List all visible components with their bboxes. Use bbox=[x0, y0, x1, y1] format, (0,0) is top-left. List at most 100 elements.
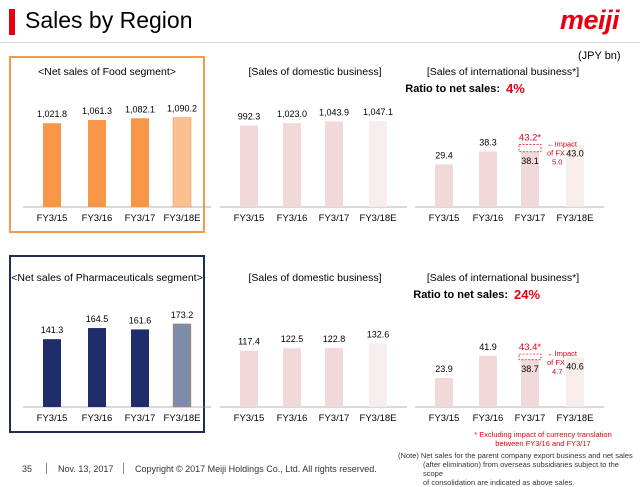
food-domestic-bar-0 bbox=[240, 125, 258, 207]
footer: 35 Nov. 13, 2017 Copyright © 2017 Meiji … bbox=[0, 458, 640, 480]
pharma-total-bar-0 bbox=[43, 339, 61, 407]
food-domestic-value-label-1: 1,023.0 bbox=[277, 109, 307, 119]
pharma-domestic-title: [Sales of domestic business] bbox=[248, 272, 381, 284]
food-domestic-tick-label-0: FY3/15 bbox=[234, 213, 265, 224]
food-international-ratio-label: Ratio to net sales: bbox=[405, 83, 500, 95]
pharma-international-ratio-value: 24% bbox=[514, 287, 540, 302]
footer-copyright: Copyright © 2017 Meiji Holdings Co., Ltd… bbox=[135, 464, 377, 474]
title-accent-bar bbox=[9, 9, 15, 35]
food-domestic-bar-3 bbox=[369, 121, 387, 207]
pharma-international-fx-total-label: 43.4* bbox=[519, 342, 541, 353]
food-international-title: [Sales of international business*] bbox=[427, 66, 579, 78]
food-total-tick-label-3: FY3/18E bbox=[164, 213, 201, 224]
pharma-domestic-bar-1 bbox=[283, 348, 301, 407]
food-international-tick-label-1: FY3/16 bbox=[473, 213, 504, 224]
pharma-total-value-label-1: 164.5 bbox=[86, 314, 109, 324]
pharma-total-bar-3 bbox=[172, 323, 192, 408]
pharma-domestic-bar-3 bbox=[369, 343, 387, 407]
page-number: 35 bbox=[22, 464, 33, 474]
food-international-value-label-1: 38.3 bbox=[479, 137, 497, 147]
pharma-international-ratio-label: Ratio to net sales: bbox=[413, 289, 508, 301]
food-domestic-title: [Sales of domestic business] bbox=[248, 66, 381, 78]
food-domestic-value-label-3: 1,047.1 bbox=[363, 107, 393, 117]
fx-footnote-line-1: * Excluding impact of currency translati… bbox=[474, 430, 612, 439]
food-international-fx-impact-box bbox=[518, 144, 542, 153]
food-international-ratio-value: 4% bbox=[506, 81, 525, 96]
pharma-international-value-label-2: 38.7 bbox=[521, 364, 539, 374]
pharma-total-title: <Net sales of Pharmaceuticals segment> bbox=[11, 272, 202, 284]
footer-separator bbox=[46, 463, 47, 474]
food-international-bar-2 bbox=[521, 151, 539, 207]
food-total-bar-3 bbox=[172, 117, 192, 208]
food-international-value-label-0: 29.4 bbox=[435, 150, 453, 160]
food-domestic-tick-label-1: FY3/16 bbox=[277, 213, 308, 224]
unit-label: (JPY bn) bbox=[578, 50, 621, 62]
pharma-total-bar-2 bbox=[131, 329, 149, 407]
pharma-total-value-label-0: 141.3 bbox=[41, 325, 64, 335]
pharma-international-title: [Sales of international business*] bbox=[427, 272, 579, 284]
pharma-domestic-tick-label-1: FY3/16 bbox=[277, 413, 308, 424]
food-domestic-value-label-2: 1,043.9 bbox=[319, 107, 349, 117]
footer-separator bbox=[123, 463, 124, 474]
pharma-international-fx-impact-box bbox=[518, 353, 542, 361]
pharma-total-value-label-2: 161.6 bbox=[129, 315, 152, 325]
food-international-tick-label-0: FY3/15 bbox=[429, 213, 460, 224]
pharma-domestic-tick-label-2: FY3/17 bbox=[319, 413, 350, 424]
food-domestic-bar-1 bbox=[283, 123, 301, 207]
pharma-international-fx-note-1: of FX bbox=[547, 358, 565, 367]
food-international-fx-note-1: of FX bbox=[547, 148, 565, 157]
food-total-tick-label-0: FY3/15 bbox=[37, 213, 68, 224]
pharma-domestic-value-label-3: 132.6 bbox=[367, 329, 390, 339]
food-international-tick-label-2: FY3/17 bbox=[515, 213, 546, 224]
pharma-international-tick-label-2: FY3/17 bbox=[515, 413, 546, 424]
pharma-domestic-tick-label-0: FY3/15 bbox=[234, 413, 265, 424]
food-international-tick-label-3: FY3/18E bbox=[557, 213, 594, 224]
pharma-total-tick-label-1: FY3/16 bbox=[82, 413, 113, 424]
food-international-bar-1 bbox=[479, 151, 497, 207]
food-international-bar-0 bbox=[435, 164, 453, 207]
pharma-domestic-value-label-1: 122.5 bbox=[281, 334, 304, 344]
food-total-bar-0 bbox=[43, 123, 61, 207]
food-domestic-value-label-0: 992.3 bbox=[238, 112, 261, 122]
food-domestic-bar-2 bbox=[325, 121, 343, 207]
food-international-value-label-3: 43.0 bbox=[566, 149, 584, 159]
food-total-value-label-3: 1,090.2 bbox=[167, 104, 197, 114]
pharma-international-bar-3 bbox=[566, 357, 584, 407]
pharma-domestic-bar-0 bbox=[240, 350, 258, 407]
pharma-domestic-value-label-2: 122.8 bbox=[323, 334, 346, 344]
food-total-value-label-2: 1,082.1 bbox=[125, 104, 155, 114]
pharma-international-bar-2 bbox=[521, 359, 539, 407]
pharma-segment-frame bbox=[9, 255, 205, 433]
pharma-total-bar-1 bbox=[88, 328, 106, 407]
food-total-bar-2 bbox=[131, 118, 149, 207]
fx-footnote-line-2: between FY3/16 and FY3/17 bbox=[495, 439, 591, 448]
note-line-1: (Note) Net sales for the parent company … bbox=[398, 451, 633, 460]
meiji-logo: meiji bbox=[560, 5, 620, 35]
pharma-domestic-tick-label-3: FY3/18E bbox=[360, 413, 397, 424]
food-total-bar-1 bbox=[88, 119, 106, 207]
food-international-value-label-2: 38.1 bbox=[521, 156, 539, 166]
fx-footnote: * Excluding impact of currency translati… bbox=[468, 430, 618, 448]
food-segment-frame bbox=[9, 56, 205, 233]
pharma-international-tick-label-0: FY3/15 bbox=[429, 413, 460, 424]
food-total-value-label-1: 1,061.3 bbox=[82, 106, 112, 116]
pharma-international-tick-label-3: FY3/18E bbox=[557, 413, 594, 424]
food-total-tick-label-1: FY3/16 bbox=[82, 213, 113, 224]
food-international-fx-total-label: 43.2* bbox=[519, 132, 541, 143]
food-domestic-tick-label-2: FY3/17 bbox=[319, 213, 350, 224]
pharma-total-tick-label-0: FY3/15 bbox=[37, 413, 68, 424]
pharma-international-bar-1 bbox=[479, 355, 497, 407]
food-total-title: <Net sales of Food segment> bbox=[38, 66, 176, 78]
food-total-tick-label-2: FY3/17 bbox=[125, 213, 156, 224]
pharma-international-fx-note-2: 4.7 bbox=[552, 367, 562, 376]
food-international-fx-note-0: ←Impact bbox=[547, 139, 578, 148]
food-total-value-label-0: 1,021.8 bbox=[37, 109, 67, 119]
food-domestic-tick-label-3: FY3/18E bbox=[360, 213, 397, 224]
pharma-domestic-bar-2 bbox=[325, 348, 343, 407]
pharma-international-value-label-0: 23.9 bbox=[435, 364, 453, 374]
pharma-total-value-label-3: 173.2 bbox=[171, 310, 194, 320]
footer-date: Nov. 13, 2017 bbox=[58, 464, 114, 474]
pharma-domestic-value-label-0: 117.4 bbox=[238, 337, 260, 347]
pharma-total-tick-label-3: FY3/18E bbox=[164, 413, 201, 424]
